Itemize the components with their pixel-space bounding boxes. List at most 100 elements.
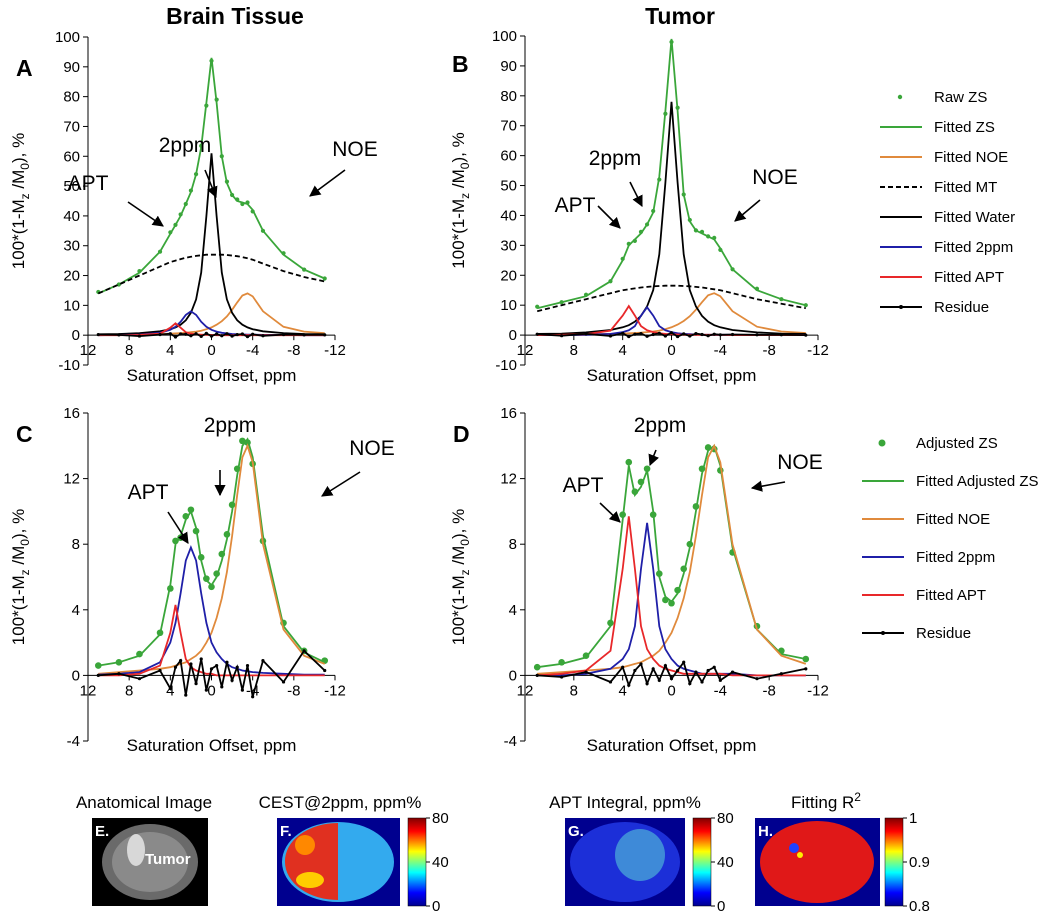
x-tick-label: -4	[714, 342, 727, 359]
x-tick-label: 4	[166, 682, 174, 699]
image-f	[277, 818, 400, 906]
residue-point	[663, 663, 667, 668]
x-tick-label: -4	[714, 682, 727, 699]
residue-point	[730, 670, 735, 674]
y-tick-label: -10	[495, 357, 517, 374]
x-tick-label: -8	[762, 682, 775, 699]
annotation-arrow	[599, 502, 621, 523]
series-line	[98, 437, 326, 667]
annotation: NOE	[349, 437, 395, 460]
residue-point	[215, 332, 219, 336]
x-tick-label: -4	[246, 342, 259, 359]
annotation: APT	[68, 172, 109, 195]
x-axis-label: Saturation Offset, ppm	[587, 366, 757, 385]
residue-point	[261, 334, 265, 338]
residue-point	[173, 665, 178, 669]
image-title: Fitting R2	[791, 790, 861, 812]
legend-marker	[881, 631, 885, 635]
residue-point	[235, 665, 239, 669]
residue-point	[184, 693, 188, 697]
residue-point	[240, 688, 244, 692]
colorbar-tick-label: 0.9	[909, 854, 930, 871]
y-tick-label: 70	[63, 118, 80, 135]
series-line	[536, 284, 806, 313]
residue-point	[179, 659, 183, 663]
y-tick-label: 4	[509, 602, 517, 619]
residue-point	[220, 334, 224, 338]
y-tick-label: 30	[500, 237, 517, 254]
residue-point	[682, 332, 686, 336]
y-axis-label-part: 0	[458, 162, 472, 169]
y-axis-label-part: z	[458, 193, 472, 199]
annotation: APT	[563, 474, 604, 497]
colorbar	[884, 817, 904, 907]
y-axis-label-part: ), %	[9, 133, 28, 163]
residue-point	[215, 663, 219, 668]
residue-point	[251, 695, 255, 699]
residue-point	[96, 673, 100, 678]
y-axis-label-part: 100*(1-M	[9, 199, 28, 269]
residue-point	[676, 334, 680, 339]
residue-point	[281, 680, 286, 684]
colorbar-tick-label: 0	[717, 898, 725, 915]
residue-point	[204, 331, 208, 335]
residue-point	[323, 333, 327, 337]
x-tick-label: -12	[807, 682, 829, 699]
residue-point	[281, 332, 286, 337]
residue-point	[627, 683, 631, 687]
y-axis-label-part: 0	[458, 539, 472, 546]
residue-point	[657, 678, 661, 682]
image-title: Anatomical Image	[76, 793, 212, 812]
residue-point	[688, 682, 692, 686]
residue-point	[209, 667, 214, 671]
residue-point	[323, 668, 327, 673]
y-axis-label-part: 0	[18, 163, 32, 170]
residue-point	[663, 334, 667, 338]
y-tick-label: 0	[72, 327, 80, 344]
residue-point	[645, 682, 649, 686]
residue-point	[117, 333, 121, 337]
residue-point	[220, 685, 224, 689]
series-line	[537, 292, 806, 336]
residue-point	[168, 686, 172, 691]
panel-title: Brain Tissue	[166, 3, 304, 29]
data-point	[208, 583, 215, 591]
residue-point	[173, 335, 178, 339]
colorbar-tick-label: 80	[717, 810, 734, 827]
x-tick-label: 0	[667, 342, 675, 359]
y-tick-label: 90	[63, 59, 80, 76]
colorbar	[407, 817, 427, 907]
annotation: 2ppm	[159, 134, 212, 157]
residue-point	[189, 662, 193, 666]
y-tick-label: -4	[504, 733, 517, 750]
residue-point	[199, 657, 203, 661]
residue-point	[184, 332, 188, 336]
y-axis-label: 100*(1-Mz /M0), %	[9, 133, 32, 269]
y-tick-label: 8	[509, 536, 517, 553]
residue-point	[682, 660, 686, 664]
annotation: APT	[128, 481, 169, 504]
panel-title: Tumor	[645, 3, 715, 29]
image-letter: H.	[758, 823, 773, 840]
residue-point	[225, 332, 229, 336]
residue-point	[676, 668, 680, 673]
legend-label: Fitted MT	[934, 179, 997, 196]
residue-point	[633, 332, 637, 336]
legend-label: Residue	[916, 625, 971, 642]
legend-label: Adjusted ZS	[916, 435, 998, 452]
y-axis-label-part: 100*(1-M	[449, 199, 468, 269]
colorbar-tick-label: 1	[909, 810, 917, 827]
annotation-arrow	[309, 169, 346, 197]
residue-point	[669, 331, 674, 335]
annotation: 2ppm	[589, 147, 642, 170]
legend-marker	[897, 94, 903, 100]
data-point	[643, 465, 651, 473]
x-tick-label: -12	[807, 342, 829, 359]
y-axis-label-part: ), %	[9, 509, 28, 539]
colorbar	[692, 817, 712, 907]
residue-point	[621, 331, 625, 335]
residue-point	[96, 332, 100, 337]
annotation: NOE	[332, 138, 378, 161]
y-tick-label: 50	[63, 178, 80, 195]
